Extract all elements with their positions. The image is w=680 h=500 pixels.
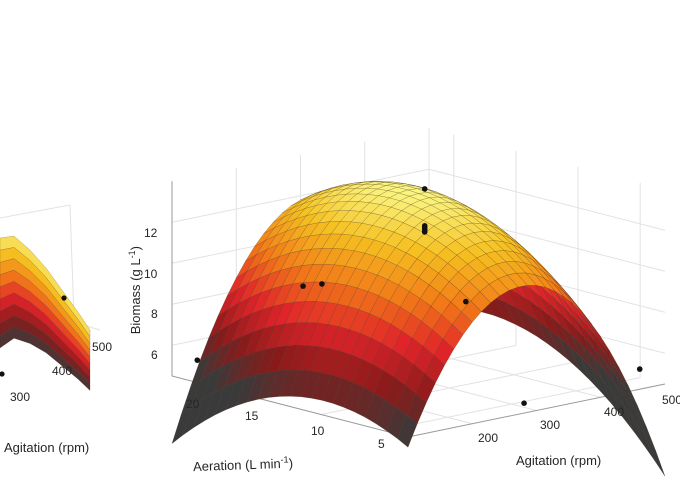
left-data-point — [61, 295, 67, 301]
agitation-tick: 200 — [478, 431, 499, 445]
left-grid-line — [0, 204, 71, 219]
aeration-tick: 20 — [186, 397, 200, 411]
aeration-tick: 10 — [311, 424, 325, 438]
surface-patch — [397, 414, 418, 448]
left-x-axis-label: Agitation (rpm) — [4, 440, 90, 455]
aeration-tick: 5 — [378, 437, 385, 451]
data-point — [421, 223, 428, 229]
agitation-tick: 300 — [540, 418, 561, 432]
data-point — [300, 283, 306, 289]
agitation-tick: 400 — [604, 405, 625, 419]
aeration-tick: 15 — [245, 409, 259, 423]
agitation-axis-label: Agitation (rpm) — [516, 453, 602, 468]
agitation-tick: 500 — [662, 393, 680, 407]
left-grid-line — [69, 204, 75, 321]
z-tick: 10 — [144, 267, 158, 281]
surface-patch — [644, 434, 666, 477]
z-axis-label: Biomass (g L-1) — [126, 246, 144, 335]
data-point — [636, 366, 643, 372]
aeration-axis-label: Aeration (L min-1) — [192, 454, 294, 475]
data-point — [194, 357, 201, 363]
left-data-point — [0, 371, 5, 377]
z-tick: 6 — [151, 348, 158, 362]
data-point — [463, 298, 469, 305]
left-x-tick: 300 — [10, 390, 31, 404]
data-point — [421, 186, 428, 192]
z-tick: 12 — [144, 226, 158, 240]
left-x-tick: 500 — [92, 340, 113, 354]
data-point — [421, 227, 428, 233]
z-tick: 8 — [151, 307, 158, 321]
data-point — [521, 400, 527, 406]
left-x-tick: 400 — [52, 364, 73, 378]
data-point — [319, 281, 325, 287]
left-surface-band — [0, 326, 91, 391]
